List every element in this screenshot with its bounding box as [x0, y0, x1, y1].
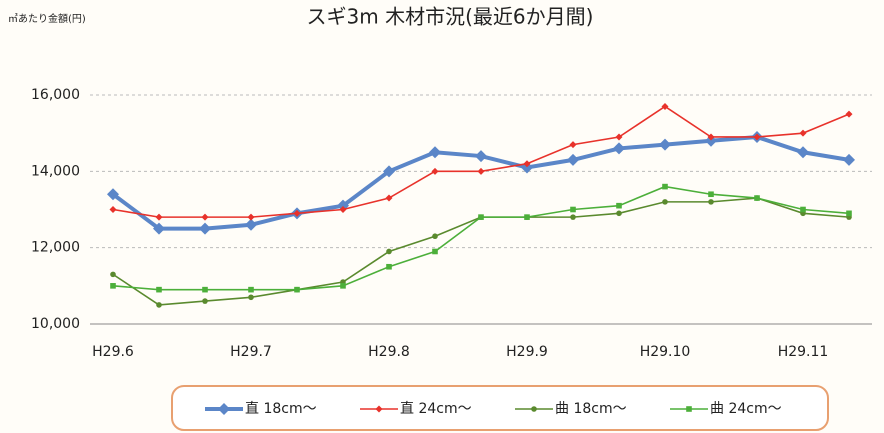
x-tick-label: H29.10 [640, 344, 691, 360]
marker [429, 146, 441, 159]
marker [432, 248, 438, 255]
marker [477, 167, 485, 175]
y-tick-label: 16,000 [31, 87, 80, 103]
legend-box [171, 385, 829, 431]
marker [661, 102, 669, 110]
marker [156, 302, 162, 308]
marker [248, 286, 254, 293]
y-tick-label: 12,000 [31, 240, 80, 256]
y-axis-label: ㎥あたり金額(円) [8, 12, 86, 25]
marker [245, 218, 257, 231]
marker [202, 298, 208, 304]
marker [708, 191, 714, 198]
y-tick-label: 10,000 [31, 316, 80, 332]
marker [659, 138, 671, 151]
legend-label: 直 18cm～ [245, 400, 317, 417]
marker [846, 210, 852, 217]
marker [201, 213, 209, 221]
legend-label: 曲 24cm～ [710, 401, 782, 417]
marker [570, 206, 576, 213]
marker [800, 206, 806, 213]
marker [156, 286, 162, 293]
x-tick-label: H29.9 [506, 344, 548, 360]
marker [202, 286, 208, 293]
marker [754, 195, 760, 201]
marker [523, 160, 531, 168]
marker [375, 405, 383, 413]
x-tick-label: H29.11 [778, 344, 829, 360]
marker [799, 129, 807, 137]
marker [383, 165, 395, 178]
marker [686, 406, 692, 412]
marker [615, 133, 623, 141]
marker [107, 188, 119, 201]
chart-title: スギ3m 木材市況(最近6か月間) [307, 5, 594, 29]
marker [753, 133, 761, 141]
marker [616, 202, 622, 209]
marker [616, 210, 622, 217]
marker [248, 294, 254, 301]
x-tick-label: H29.6 [92, 344, 134, 360]
marker [339, 206, 347, 213]
marker [613, 142, 625, 155]
marker [340, 283, 346, 289]
marker [567, 153, 579, 166]
marker [218, 403, 230, 415]
marker [707, 133, 715, 141]
marker [247, 213, 255, 221]
marker [662, 183, 668, 190]
marker [294, 286, 300, 293]
marker [569, 141, 577, 149]
marker [708, 199, 714, 205]
marker [199, 222, 211, 235]
marker [386, 248, 392, 255]
marker [385, 194, 393, 202]
marker [293, 209, 301, 217]
marker [386, 263, 392, 270]
y-tick-label: 14,000 [31, 163, 80, 179]
marker [797, 146, 809, 159]
marker [570, 214, 576, 220]
marker [662, 199, 668, 205]
marker [843, 153, 855, 166]
x-tick-label: H29.7 [230, 344, 272, 360]
marker [432, 233, 438, 240]
marker [845, 110, 853, 118]
marker [524, 214, 530, 220]
marker [155, 213, 163, 221]
legend-label: 直 24cm～ [400, 400, 472, 417]
marker [110, 271, 116, 278]
marker [431, 167, 439, 175]
legend-label: 曲 18cm～ [555, 401, 627, 417]
marker [531, 406, 537, 412]
marker [110, 283, 116, 289]
marker [478, 214, 484, 220]
marker [705, 134, 717, 147]
marker [109, 206, 117, 213]
marker [153, 222, 165, 235]
marker [475, 150, 487, 163]
x-tick-label: H29.8 [368, 344, 410, 360]
